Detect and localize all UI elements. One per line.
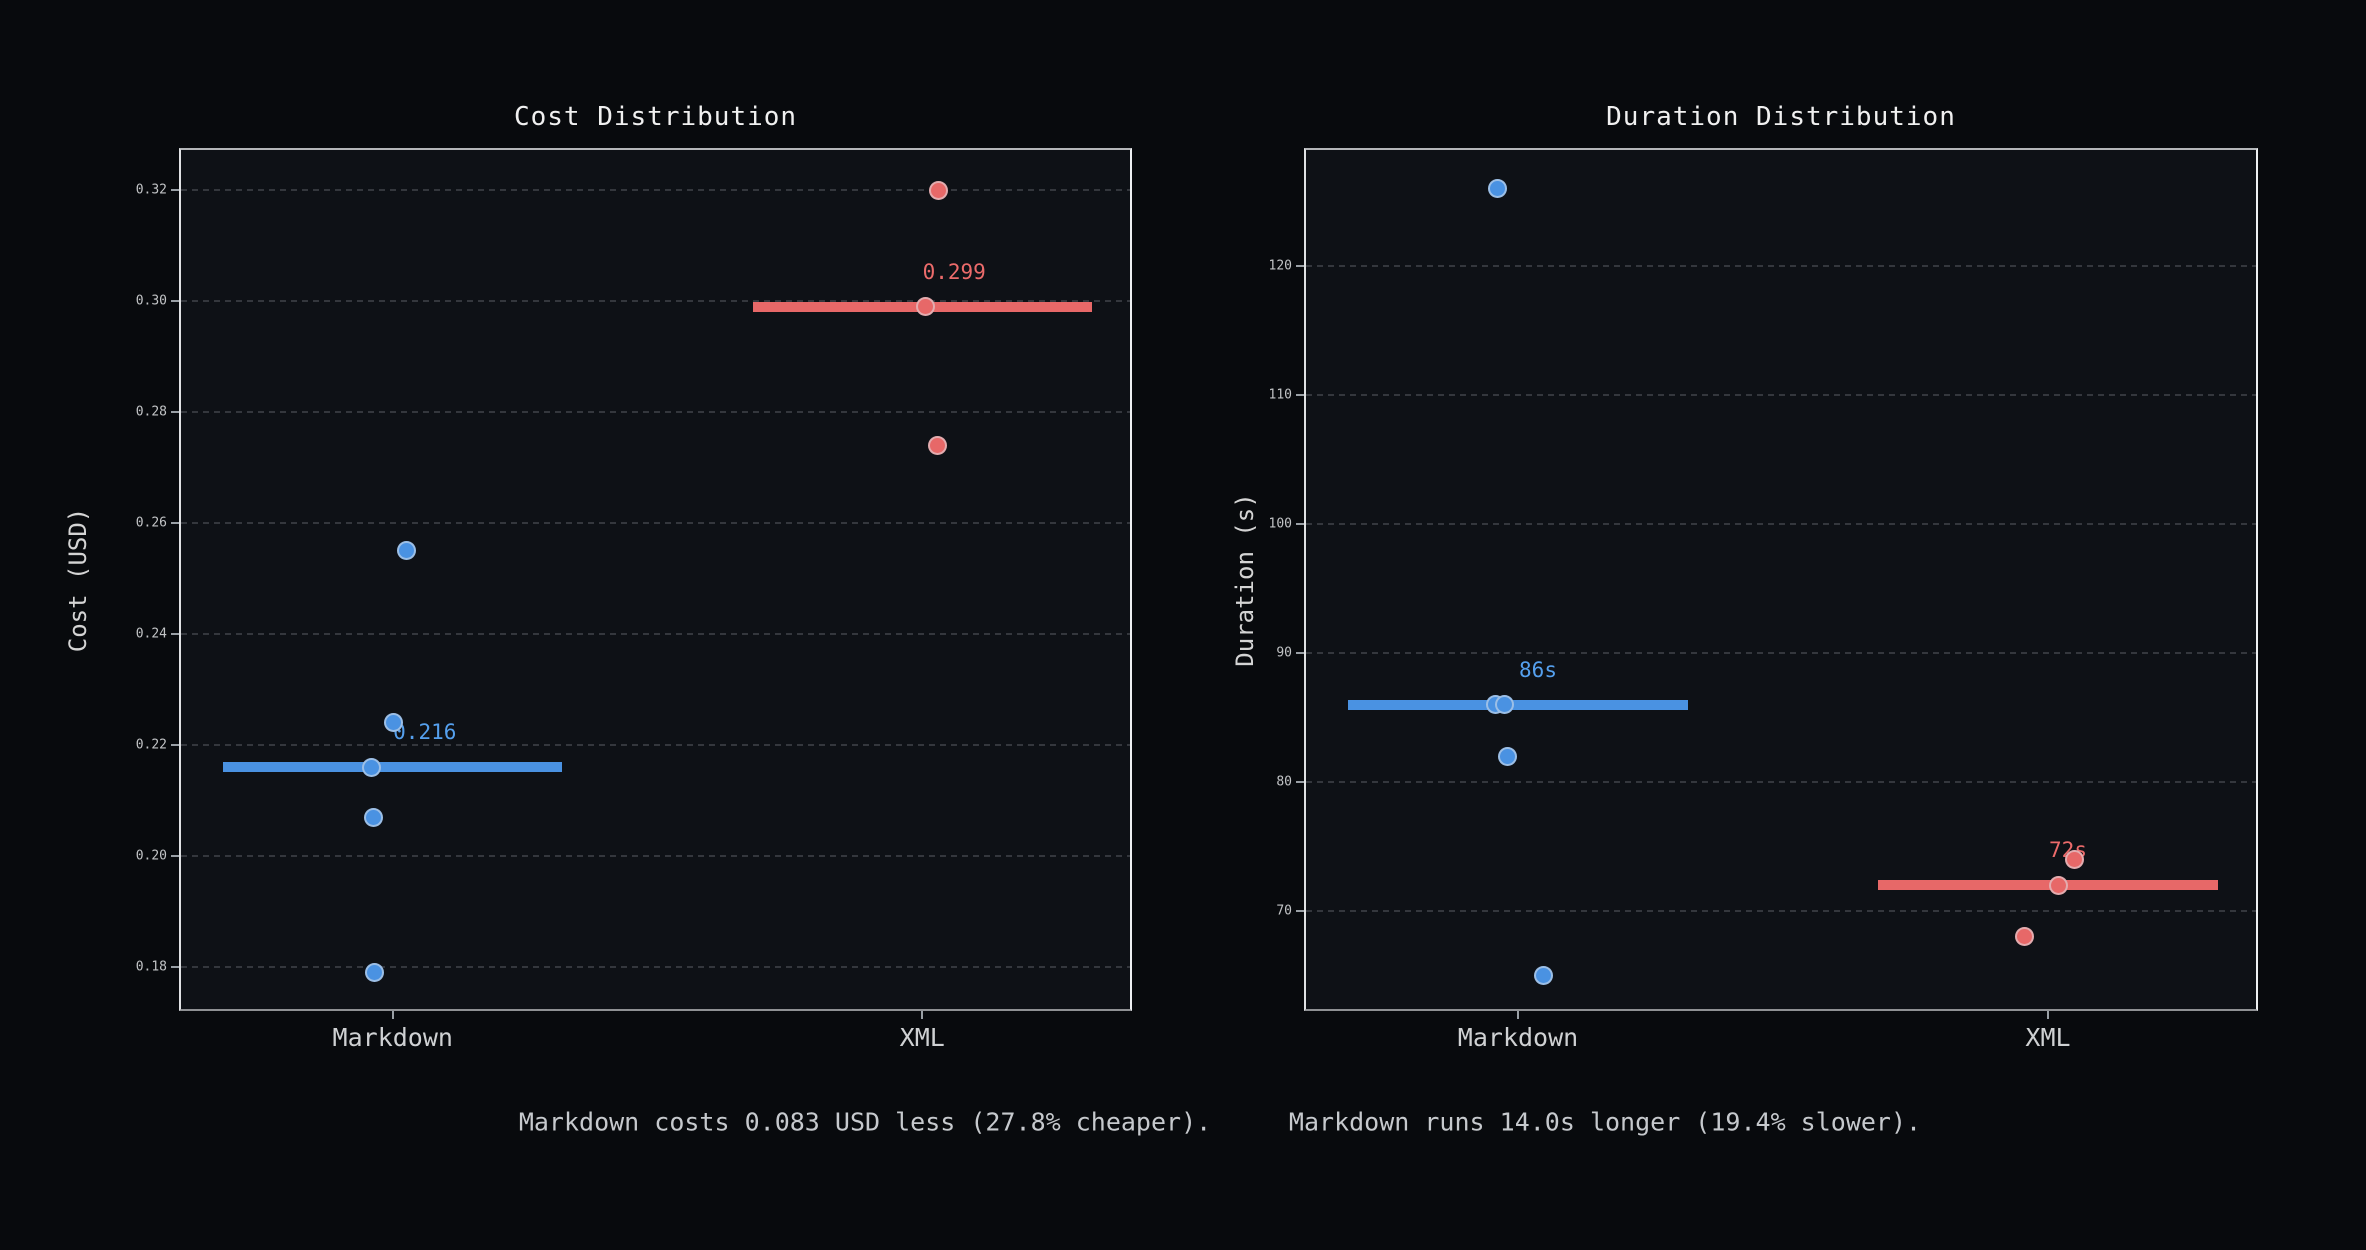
y-tick-label: 100 [1268,516,1292,532]
x-tick-label-xml: XML [2025,1023,2071,1052]
y-tick-mark [1296,394,1304,397]
cost-note: Markdown costs 0.083 USD less (27.8% che… [518,1107,1212,1137]
duration-note: Markdown runs 14.0s longer (19.4% slower… [1288,1107,1922,1137]
grid-line [1306,265,2256,268]
grid-line [181,411,1130,414]
data-point [1495,695,1515,715]
grid-line [181,965,1130,968]
y-tick-mark [1296,652,1304,655]
y-tick-label: 90 [1276,645,1292,661]
y-tick-label: 0.22 [135,737,167,753]
x-tick-mark [1517,1011,1519,1019]
y-tick-mark [171,855,179,858]
y-tick-label: 80 [1276,774,1292,790]
y-tick-label: 0.20 [135,848,167,864]
grid-line [181,300,1130,303]
chart-title: Cost Distribution [513,102,798,132]
y-tick-mark [171,522,179,525]
y-tick-label: 0.32 [135,182,167,198]
x-tick-label-xml: XML [899,1023,945,1052]
data-point [365,963,385,982]
duration-chart: Duration Distribution Duration (s) 70 80 9… [1231,102,2258,1052]
grid-line [181,522,1130,525]
chart-title: Duration Distribution [1606,102,1956,132]
y-tick-label: 0.26 [135,515,167,531]
plot-area: 70 80 90 100 110 120 Markdown XML 86s 72s [1269,148,2258,1052]
y-tick-mark [171,633,179,636]
grid-line [1306,910,2256,913]
grid-line [181,189,1130,192]
grid-line [181,633,1130,636]
grid-line [181,855,1130,858]
grid-line [1306,652,2256,655]
data-point [1534,966,1554,986]
y-axis-label: Cost (USD) [64,507,92,652]
data-point [2014,927,2034,947]
data-point [1497,746,1517,766]
grid-line [1306,523,2256,526]
cost-chart: Cost Distribution Cost (USD) 0.18 0.20 0.2… [64,102,1132,1052]
median-line [223,762,563,773]
y-tick-label: 0.28 [135,404,167,420]
data-point [2049,875,2069,895]
y-tick-label: 70 [1276,903,1292,919]
data-point [928,180,948,200]
x-tick-label-markdown: Markdown [332,1023,453,1052]
data-point [915,297,935,317]
y-tick-mark [171,411,179,414]
y-tick-mark [1296,910,1304,913]
y-tick-mark [1296,265,1304,268]
y-tick-mark [171,744,179,747]
y-tick-mark [171,189,179,192]
y-tick-label: 0.18 [135,959,167,975]
median-value-label: 0.216 [393,720,457,745]
y-tick-label: 0.24 [135,626,167,642]
data-point [397,541,417,561]
grid-line [1306,781,2256,784]
x-tick-label-markdown: Markdown [1457,1023,1579,1052]
y-tick-mark [1296,781,1304,784]
median-value-label: 86s [1519,657,1557,682]
grid-line [1306,394,2256,397]
median-line [1878,880,2218,891]
data-point [364,807,384,827]
y-tick-label: 120 [1268,258,1292,274]
y-tick-mark [1296,523,1304,526]
data-point [2065,849,2084,869]
plot-area: 0.18 0.20 0.22 0.24 0.26 0.28 0.30 0.32 Markdown… [136,148,1132,1052]
x-tick-mark [2047,1011,2049,1019]
grid-line [181,744,1130,747]
median-line [1348,699,1688,710]
y-tick-label: 0.30 [135,293,167,309]
data-point [927,436,947,456]
y-tick-label: 110 [1268,387,1292,403]
median-value-label: 0.299 [922,259,986,284]
x-tick-mark [391,1011,394,1019]
data-point [384,713,404,733]
data-point [362,757,382,777]
y-tick-mark [171,300,179,303]
x-tick-mark [921,1011,924,1019]
data-point [1488,179,1508,199]
y-tick-mark [171,965,179,968]
y-axis-label: Duration (s) [1231,492,1259,667]
